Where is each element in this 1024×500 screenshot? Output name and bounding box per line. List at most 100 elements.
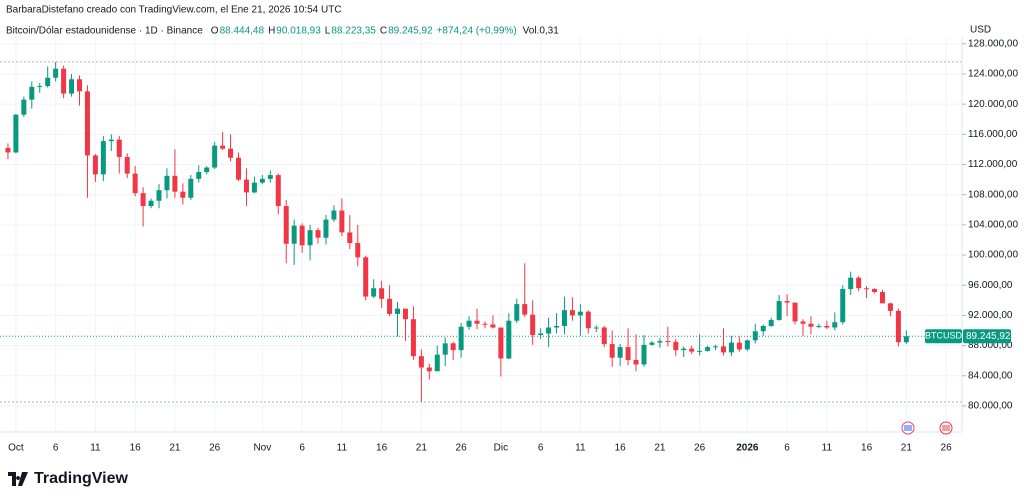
candle-body (617, 347, 623, 358)
candle-body (307, 230, 313, 246)
y-tick-label: 128.000,00 (968, 38, 1018, 49)
candle-body (418, 356, 424, 368)
candle-body (140, 193, 146, 207)
candle-body (347, 232, 353, 243)
candle-body (29, 86, 35, 100)
candle-body (538, 333, 544, 336)
axes: 80.000,00 84.000,00 88.000,00 92.000,00 96.0… (8, 38, 1018, 453)
x-tick-label: 11 (822, 443, 833, 454)
candle-body (633, 359, 639, 365)
x-tick-label: 16 (861, 443, 873, 454)
x-tick-label: 26 (694, 443, 706, 454)
candle-body (872, 289, 878, 293)
candle-body (180, 191, 186, 198)
candle-body (371, 288, 377, 297)
candle-body (236, 157, 242, 180)
candle-body (824, 325, 830, 328)
y-tick-label: 100.000,00 (968, 250, 1018, 261)
price-tag-value: 89.245,92 (966, 331, 1011, 342)
x-tick-label: 26 (941, 443, 953, 454)
candle-body (243, 179, 249, 193)
candle-body (228, 148, 234, 158)
x-tick-label: 16 (376, 443, 388, 454)
candle-body (641, 344, 647, 365)
candle-body (395, 308, 401, 314)
candle-body (108, 139, 114, 142)
candle-body (355, 242, 361, 258)
candle-body (546, 327, 552, 334)
legend-value: 88.223,35 (331, 26, 376, 37)
x-tick-label: Oct (8, 443, 24, 454)
y-tick-label: 92.000,00 (968, 310, 1013, 321)
legend-key: C (380, 26, 387, 37)
legend-volume: Vol.0,31 (523, 26, 560, 37)
candle-body (657, 341, 663, 343)
event-icon-flag (942, 425, 950, 431)
y-tick-label: 84.000,00 (968, 370, 1013, 381)
y-tick-label: 108.000,00 (968, 189, 1018, 200)
candle-body (442, 343, 448, 355)
candle-body (61, 68, 67, 94)
candle-body (450, 343, 456, 351)
x-tick-label: 6 (784, 443, 790, 454)
x-tick-label: 26 (456, 443, 468, 454)
x-tick-label: 2026 (736, 443, 759, 454)
price-tag (963, 329, 1011, 344)
candle-body (220, 145, 226, 149)
candle-body (77, 79, 83, 92)
x-tick-label: 6 (299, 443, 305, 454)
y-tick-label: 124.000,00 (968, 69, 1018, 80)
legend-key: O (211, 26, 219, 37)
candle-body (164, 175, 170, 191)
legend: Bitcoin/Dólar estadounidense · 1D · Bina… (6, 26, 559, 37)
legend-value: 90.018,93 (276, 26, 321, 37)
x-tick-label: 11 (575, 443, 586, 454)
event-icons (901, 421, 953, 435)
candle-body (466, 320, 472, 327)
candle-body (387, 298, 393, 314)
x-tick-label: 26 (209, 443, 221, 454)
x-tick-label: 16 (615, 443, 627, 454)
candle-body (434, 354, 440, 372)
candle-body (768, 319, 774, 326)
candle-body (744, 340, 750, 350)
price-tag-symbol: BTCUSD (925, 331, 963, 341)
credit: BarbaraDistefano creado con TradingView.… (6, 5, 342, 16)
candle-body (458, 326, 464, 351)
candle-body (569, 310, 575, 316)
candle-body (283, 206, 289, 244)
candle-body (713, 346, 719, 348)
candle-body (267, 175, 273, 179)
candle-body (609, 344, 615, 358)
x-tick-label: 11 (337, 443, 348, 454)
candle-body (895, 310, 901, 343)
x-tick-label: 11 (90, 443, 101, 454)
candle-body (5, 147, 11, 153)
candle-body (864, 288, 870, 290)
y-tick-label: 116.000,00 (968, 129, 1018, 140)
candle-body (259, 178, 265, 183)
candle-body (848, 277, 854, 290)
candle-body (323, 219, 329, 238)
legend-change: +874,24 (+0,99%) (437, 26, 517, 37)
x-tick-label: 21 (654, 443, 666, 454)
currency: USD (970, 25, 991, 36)
x-tick-label: 21 (901, 443, 913, 454)
candle-body (275, 175, 281, 207)
x-tick-label: 21 (169, 443, 181, 454)
candle-body (601, 327, 607, 345)
candle-body (760, 325, 766, 332)
brand-name: TradingView (34, 470, 129, 487)
candle-body (363, 257, 369, 297)
candle-body (212, 145, 218, 168)
candle-body (196, 172, 202, 179)
legend-symbol: Bitcoin/Dólar estadounidense · 1D · Bina… (6, 26, 203, 37)
candle-body (156, 190, 162, 201)
candle-body (808, 323, 814, 327)
candle-body (92, 155, 98, 175)
candle-body (816, 325, 822, 327)
candle-body (840, 289, 846, 323)
x-tick-label: 6 (53, 443, 59, 454)
